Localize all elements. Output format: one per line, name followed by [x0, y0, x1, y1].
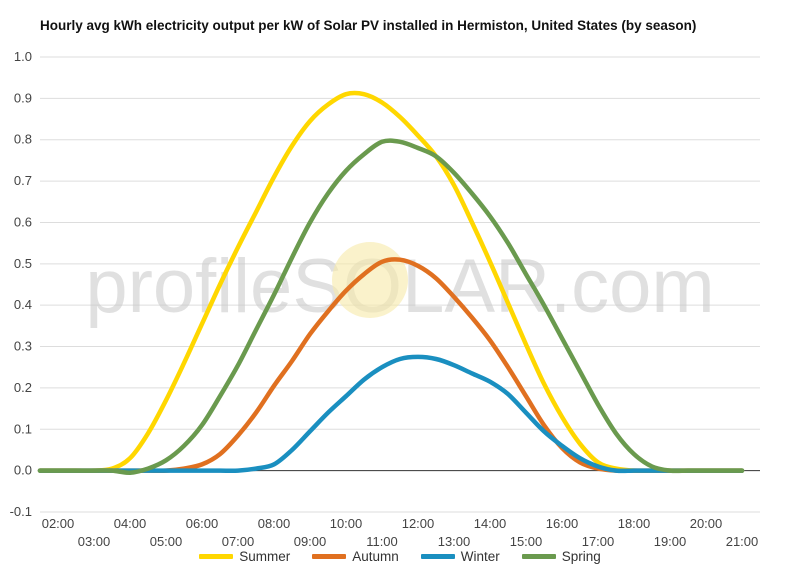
legend-swatch: [199, 554, 234, 559]
x-tick-label: 06:00: [186, 516, 219, 531]
x-tick-label: 18:00: [618, 516, 651, 531]
chart-title: Hourly avg kWh electricity output per kW…: [40, 18, 697, 33]
x-tick-label: 04:00: [114, 516, 147, 531]
legend-item-autumn[interactable]: Autumn: [312, 549, 399, 564]
x-tick-label: 12:00: [402, 516, 435, 531]
y-tick-label: 1.0: [14, 49, 32, 64]
legend-item-summer[interactable]: Summer: [199, 549, 290, 564]
y-tick-label: 0.7: [14, 173, 32, 188]
x-tick-label: 21:00: [726, 534, 759, 549]
y-tick-label: -0.1: [10, 504, 32, 519]
legend-swatch: [312, 554, 347, 559]
x-tick-label: 10:00: [330, 516, 363, 531]
legend-label: Winter: [460, 549, 500, 564]
x-tick-label: 05:00: [150, 534, 183, 549]
x-tick-label: 19:00: [654, 534, 687, 549]
x-tick-label: 20:00: [690, 516, 723, 531]
series-line-spring: [37, 138, 745, 475]
y-tick-label: 0.6: [14, 214, 32, 229]
x-tick-label: 15:00: [510, 534, 543, 549]
y-tick-label: 0.1: [14, 421, 32, 436]
legend-label: Spring: [561, 549, 601, 564]
series-line-winter: [37, 354, 745, 474]
legend-swatch: [420, 554, 455, 559]
x-tick-label: 08:00: [258, 516, 291, 531]
y-tick-label: 0.0: [14, 463, 32, 478]
x-tick-label: 09:00: [294, 534, 327, 549]
legend-item-winter[interactable]: Winter: [420, 549, 500, 564]
y-tick-label: 0.8: [14, 132, 32, 147]
x-tick-label: 02:00: [42, 516, 75, 531]
legend: Summer Autumn Winter Spring: [0, 549, 800, 564]
legend-label: Autumn: [352, 549, 399, 564]
y-tick-label: 0.3: [14, 339, 32, 354]
y-tick-label: 0.5: [14, 256, 32, 271]
axis-layer: -0.1 0.0 0.1 0.2 0.3 0.4 0.5 0.6 0.7 0.8 0.9 1.0 02:…: [10, 49, 759, 549]
legend-label: Summer: [239, 549, 291, 564]
x-tick-label: 14:00: [474, 516, 507, 531]
legend-swatch: [521, 554, 556, 559]
x-tick-label: 07:00: [222, 534, 255, 549]
x-tick-label: 13:00: [438, 534, 471, 549]
x-tick-label: 11:00: [366, 534, 398, 549]
x-tick-label: 17:00: [582, 534, 615, 549]
series-layer: [37, 90, 745, 475]
x-tick-label: 16:00: [546, 516, 579, 531]
y-tick-label: 0.4: [14, 297, 32, 312]
legend-item-spring[interactable]: Spring: [521, 549, 601, 564]
watermark-sun-icon: [332, 242, 408, 318]
x-tick-label: 03:00: [78, 534, 111, 549]
y-tick-label: 0.9: [14, 90, 32, 105]
y-tick-label: 0.2: [14, 380, 32, 395]
